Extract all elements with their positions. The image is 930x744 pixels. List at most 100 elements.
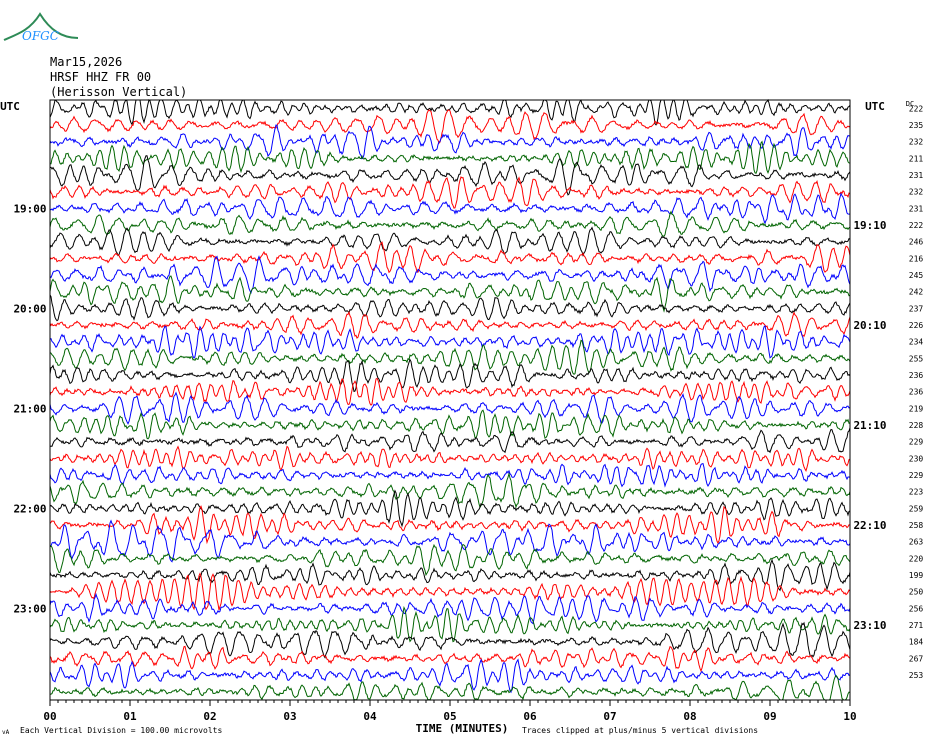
x-tick-label: 01 bbox=[123, 710, 137, 723]
dc-offset-value: 231 bbox=[909, 171, 924, 180]
x-tick-label: 05 bbox=[443, 710, 456, 723]
trace-row-23 bbox=[49, 471, 851, 509]
dc-offset-value: 259 bbox=[909, 504, 924, 513]
trace-row-9 bbox=[49, 241, 851, 274]
x-tick-label: 07 bbox=[603, 710, 616, 723]
dc-offset-value: 222 bbox=[909, 221, 924, 230]
corner-mark: vA bbox=[2, 729, 10, 736]
x-tick-label: 04 bbox=[363, 710, 377, 723]
dc-offset-value: 235 bbox=[909, 121, 924, 130]
trace-row-29 bbox=[49, 572, 851, 611]
trace-row-3 bbox=[49, 140, 851, 175]
trace-row-24 bbox=[49, 489, 851, 528]
x-axis: 00 01 02 03 04 05 06 07 08 09 10 TIME (MINUTES) bbox=[43, 700, 857, 735]
trace-row-19 bbox=[49, 409, 851, 440]
trace-row-21 bbox=[49, 445, 851, 472]
dc-offset-value: 232 bbox=[909, 138, 924, 147]
dc-offset-value: 256 bbox=[909, 604, 924, 613]
dc-offset-value: 245 bbox=[909, 271, 924, 280]
trace-row-34 bbox=[49, 658, 851, 694]
dc-offset-value: 230 bbox=[909, 454, 924, 463]
logo-text: OFGC bbox=[22, 29, 59, 43]
trace-row-15 bbox=[49, 339, 851, 375]
dc-offset-value: 271 bbox=[909, 621, 924, 630]
trace-row-1 bbox=[49, 109, 851, 145]
scale-note: Each Vertical Division = 100.00 microvol… bbox=[20, 726, 223, 735]
dc-offset-value: 234 bbox=[909, 338, 924, 347]
dc-offset-value: 223 bbox=[909, 488, 924, 497]
right-utc-label: UTC bbox=[865, 100, 885, 113]
left-hour-label: 22:00 bbox=[13, 502, 46, 515]
trace-row-6 bbox=[49, 192, 851, 225]
dc-offset-value: 184 bbox=[909, 638, 924, 647]
trace-row-0 bbox=[49, 98, 851, 126]
dc-offset-value: 220 bbox=[909, 554, 924, 563]
trace-row-31 bbox=[49, 606, 851, 643]
dc-offset-value: 258 bbox=[909, 521, 924, 530]
date-label: Mar15,2026 bbox=[50, 55, 123, 69]
dc-offset-value: 236 bbox=[909, 371, 924, 380]
clip-note: Traces clipped at plus/minus 5 vertical … bbox=[522, 726, 759, 735]
dc-offset-value: 232 bbox=[909, 188, 924, 197]
dc-offset-value: 222 bbox=[909, 104, 924, 113]
channel-description: (Herisson Vertical) bbox=[50, 85, 188, 99]
trace-row-28 bbox=[49, 558, 851, 592]
trace-row-7 bbox=[49, 210, 851, 237]
x-tick-label: 06 bbox=[523, 710, 537, 723]
trace-row-26 bbox=[49, 519, 851, 563]
trace-row-13 bbox=[49, 310, 851, 339]
right-hour-label: 23:10 bbox=[853, 619, 886, 632]
left-hour-label: 21:00 bbox=[13, 402, 46, 415]
dc-offset-value: 226 bbox=[909, 321, 924, 330]
logo-arc bbox=[3, 12, 79, 41]
trace-row-14 bbox=[49, 324, 851, 359]
x-tick-label: 10 bbox=[843, 710, 856, 723]
dc-offset-value: 231 bbox=[909, 204, 924, 213]
dc-offset-value: 228 bbox=[909, 421, 924, 430]
trace-row-32 bbox=[49, 621, 851, 659]
ofgc-logo: OFGC bbox=[3, 12, 79, 43]
trace-row-22 bbox=[49, 463, 851, 488]
station-label: HRSF HHZ FR 00 bbox=[50, 70, 152, 84]
trace-row-8 bbox=[49, 226, 851, 257]
dc-offset-value: 246 bbox=[909, 238, 924, 247]
dc-offset-value: 263 bbox=[909, 538, 924, 547]
trace-row-2 bbox=[49, 124, 851, 160]
dc-offset-value: 216 bbox=[909, 254, 924, 263]
x-axis-title: TIME (MINUTES) bbox=[416, 722, 509, 735]
dc-offset-value: 211 bbox=[909, 154, 924, 163]
x-tick-label: 02 bbox=[203, 710, 216, 723]
trace-row-30 bbox=[49, 592, 851, 625]
x-tick-label: 08 bbox=[683, 710, 696, 723]
dc-offset-value: 242 bbox=[909, 288, 924, 297]
dc-offset-value: 199 bbox=[909, 571, 924, 580]
dc-offset-value: 229 bbox=[909, 471, 924, 480]
trace-row-10 bbox=[49, 255, 851, 294]
dc-header: DC bbox=[906, 100, 914, 108]
dc-offset-value: 236 bbox=[909, 388, 924, 397]
left-hour-label: 19:00 bbox=[13, 202, 46, 215]
trace-row-16 bbox=[49, 358, 851, 393]
x-tick-label: 09 bbox=[763, 710, 776, 723]
trace-row-5 bbox=[49, 176, 851, 209]
dc-offset-value: 229 bbox=[909, 438, 924, 447]
trace-row-33 bbox=[49, 645, 851, 673]
trace-row-11 bbox=[49, 275, 851, 313]
trace-group bbox=[49, 98, 851, 701]
right-hour-label: 21:10 bbox=[853, 419, 886, 432]
dc-offset-value: 219 bbox=[909, 404, 924, 413]
dc-offset-value: 237 bbox=[909, 304, 924, 313]
trace-row-12 bbox=[49, 294, 851, 322]
trace-row-18 bbox=[49, 391, 851, 425]
dc-offset-value: 250 bbox=[909, 588, 924, 597]
left-utc-label: UTC bbox=[0, 100, 20, 113]
trace-row-25 bbox=[49, 505, 851, 545]
left-hour-label: 20:00 bbox=[13, 302, 46, 315]
x-tick-label: 03 bbox=[283, 710, 296, 723]
dc-offset-value: 255 bbox=[909, 354, 924, 363]
right-hour-label: 19:10 bbox=[853, 219, 886, 232]
x-tick-label: 00 bbox=[43, 710, 56, 723]
trace-row-20 bbox=[49, 427, 851, 454]
left-hour-label: 23:00 bbox=[13, 602, 46, 615]
